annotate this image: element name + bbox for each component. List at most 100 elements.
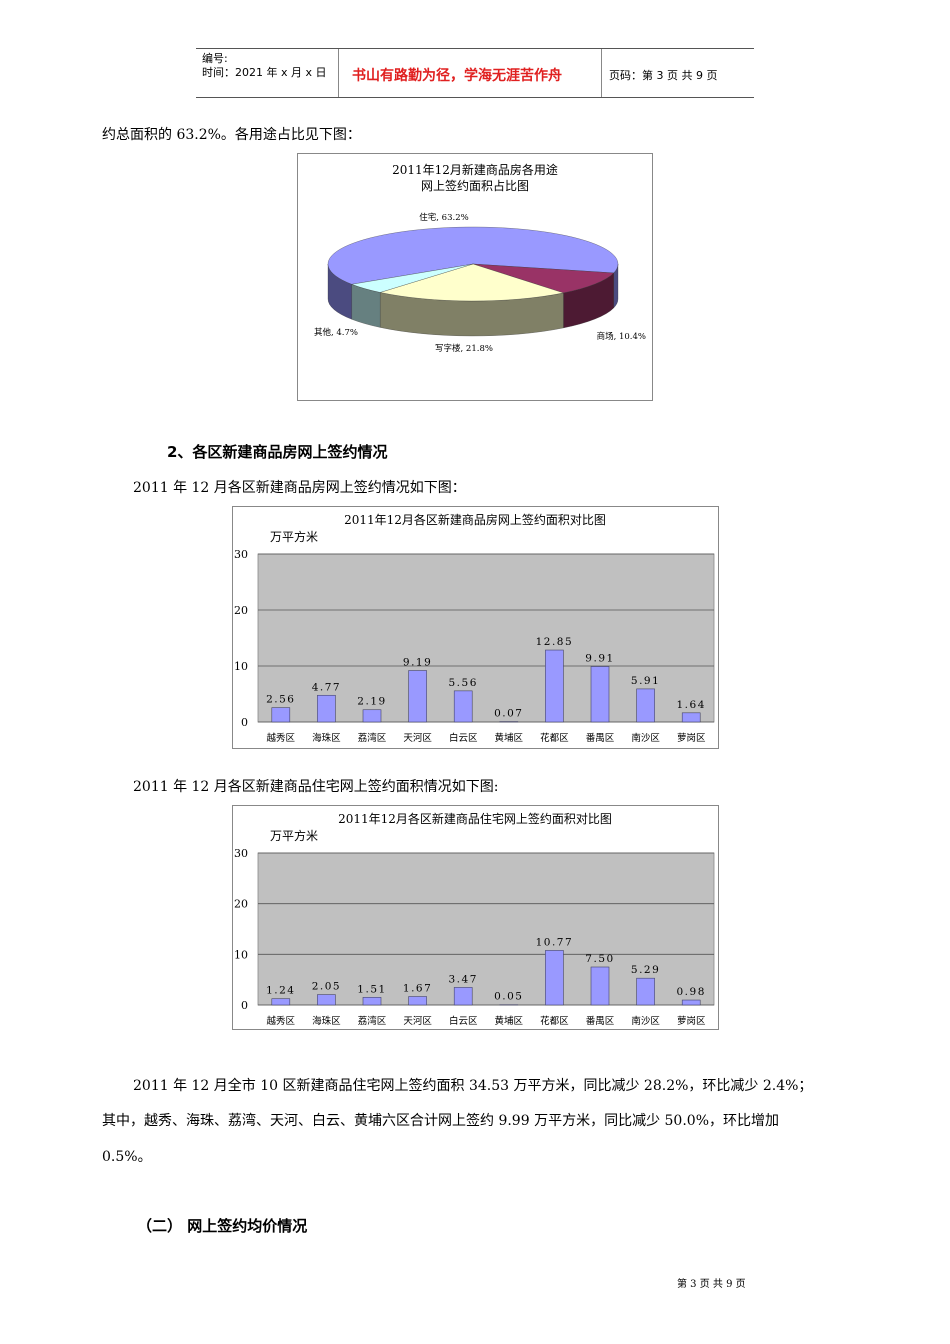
x-tick-label: 萝岗区 — [677, 1016, 706, 1027]
bar-value-label: 10.77 — [536, 936, 574, 948]
x-tick-label: 越秀区 — [267, 732, 296, 744]
x-tick-label: 花都区 — [540, 1015, 569, 1027]
x-tick-label: 荔湾区 — [358, 732, 387, 744]
x-tick-label: 海珠区 — [312, 1015, 341, 1027]
bar-value-label: 1.24 — [266, 985, 295, 997]
chart-title: 2011年12月各区新建商品住宅网上签约面积对比图 — [338, 811, 612, 826]
page-header: 编号: 时间：2021 年 x 月 x 日 书山有路勤为径，学海无涯苦作舟 页码… — [196, 48, 754, 98]
bar-value-label: 3.47 — [449, 973, 478, 985]
bar-value-label: 0.07 — [494, 708, 523, 720]
pie-slice — [351, 263, 474, 293]
x-tick-label: 海珠区 — [312, 732, 341, 744]
bar-value-label: 5.56 — [449, 677, 478, 689]
y-tick-label: 20 — [234, 604, 248, 617]
pie-data-label: 其他, 4.7% — [314, 327, 358, 338]
bar-value-label: 7.50 — [585, 953, 614, 965]
pie-slice — [379, 263, 565, 302]
x-tick-label: 南沙区 — [631, 1015, 660, 1027]
x-tick-label: 黄埔区 — [495, 732, 524, 744]
bar-越秀区 — [271, 998, 291, 1006]
pie-title: 2011年12月新建商品房各用途 — [392, 162, 558, 177]
y-tick-label: 10 — [234, 660, 248, 673]
bar-越秀区 — [271, 707, 291, 723]
x-tick-label: 天河区 — [403, 732, 432, 744]
bar-value-label: 1.51 — [357, 983, 386, 995]
chart-title: 2011年12月各区新建商品房网上签约面积对比图 — [344, 512, 606, 527]
x-tick-label: 花都区 — [540, 732, 569, 744]
time-label: 时间：2021 年 x 月 x 日 — [202, 66, 327, 79]
bar-萝岗区 — [681, 999, 701, 1006]
body-text: 约总面积的 63.2%。各用途占比见下图： — [102, 127, 361, 143]
bar-荔湾区 — [362, 709, 382, 723]
bar-value-label: 5.91 — [631, 675, 660, 687]
x-tick-label: 番禺区 — [586, 1015, 615, 1027]
body-text: 0.5%。 — [102, 1149, 152, 1165]
body-text: 2011 年 12 月全市 10 区新建商品住宅网上签约面积 34.53 万平方… — [133, 1078, 813, 1094]
bar-番禺区 — [590, 966, 610, 1006]
x-tick-label: 南沙区 — [631, 732, 660, 744]
header-meta: 编号: 时间：2021 年 x 月 x 日 — [202, 52, 327, 80]
section-heading: 2、各区新建商品房网上签约情况 — [167, 443, 388, 461]
bar-chart-residential: 2011年12月各区新建商品住宅网上签约面积对比图万平方米 0 10 20 30 1.24… — [232, 805, 719, 1030]
body-text: 2011 年 12 月各区新建商品房网上签约情况如下图： — [133, 480, 466, 496]
pie-data-label: 住宅, 63.2% — [419, 212, 468, 223]
y-tick-label: 0 — [241, 716, 248, 729]
bar-花都区 — [545, 950, 564, 1006]
bar-番禺区 — [590, 666, 610, 723]
x-tick-label: 白云区 — [449, 732, 478, 744]
header-page-info: 页码：第 3 页 共 9 页 — [609, 69, 718, 82]
x-tick-label: 番禺区 — [586, 732, 615, 744]
bar-value-label: 9.91 — [585, 653, 614, 665]
bar-天河区 — [408, 670, 427, 723]
x-tick-label: 越秀区 — [267, 1015, 296, 1027]
header-divider — [601, 49, 602, 97]
bar-value-label: 5.29 — [631, 964, 660, 976]
bar-萝岗区 — [681, 712, 701, 723]
y-tick-label: 20 — [234, 898, 248, 911]
header-motto: 书山有路勤为径，学海无涯苦作舟 — [352, 68, 562, 84]
x-tick-label: 黄埔区 — [495, 1015, 524, 1027]
y-axis-unit: 万平方米 — [270, 828, 318, 843]
pie-slice — [327, 226, 619, 285]
bar-value-label: 1.67 — [403, 983, 432, 995]
bar-荔湾区 — [362, 997, 382, 1006]
y-tick-label: 30 — [234, 548, 248, 561]
bar-花都区 — [545, 649, 564, 723]
x-tick-label: 荔湾区 — [358, 1015, 387, 1027]
pie-data-label: 写字楼, 21.8% — [435, 343, 493, 354]
pie-chart: 2011年12月新建商品房各用途 网上签约面积占比图住宅, 63.2% 商场, 10… — [297, 153, 653, 401]
bar-白云区 — [453, 690, 473, 723]
pie-title: 网上签约面积占比图 — [421, 178, 529, 193]
x-tick-label: 天河区 — [403, 1015, 432, 1027]
bar-白云区 — [453, 987, 473, 1006]
pie-slice — [472, 263, 615, 294]
bar-海珠区 — [317, 994, 336, 1006]
y-tick-label: 0 — [241, 999, 248, 1012]
body-text: 其中，越秀、海珠、荔湾、天河、白云、黄埔六区合计网上签约 9.99 万平方米，同… — [102, 1113, 779, 1129]
bar-南沙区 — [636, 688, 655, 723]
bar-value-label: 2.19 — [357, 696, 386, 708]
page-footer: 第 3 页 共 9 页 — [677, 1279, 746, 1290]
section-heading: （二） 网上签约均价情况 — [137, 1217, 308, 1235]
y-axis-unit: 万平方米 — [270, 529, 318, 544]
body-text: 2011 年 12 月各区新建商品住宅网上签约面积情况如下图: — [133, 779, 499, 795]
bar-value-label: 4.77 — [312, 681, 341, 693]
x-tick-label: 萝岗区 — [677, 733, 706, 744]
bar-value-label: 2.05 — [312, 981, 341, 993]
bar-海珠区 — [317, 694, 336, 723]
bar-value-label: 1.64 — [677, 699, 706, 711]
bar-南沙区 — [636, 977, 655, 1006]
header-divider — [338, 49, 339, 97]
bar-value-label: 0.05 — [494, 991, 523, 1003]
pie-data-label: 商场, 10.4% — [597, 331, 646, 342]
x-tick-label: 白云区 — [449, 1015, 478, 1027]
bar-value-label: 2.56 — [266, 694, 295, 706]
bar-value-label: 9.19 — [403, 657, 432, 669]
y-tick-label: 30 — [234, 847, 248, 860]
bar-chart-total: 2011年12月各区新建商品房网上签约面积对比图万平方米 0 10 20 30 2.56 越… — [232, 506, 719, 749]
y-tick-label: 10 — [234, 948, 248, 961]
bar-value-label: 12.85 — [536, 636, 574, 648]
